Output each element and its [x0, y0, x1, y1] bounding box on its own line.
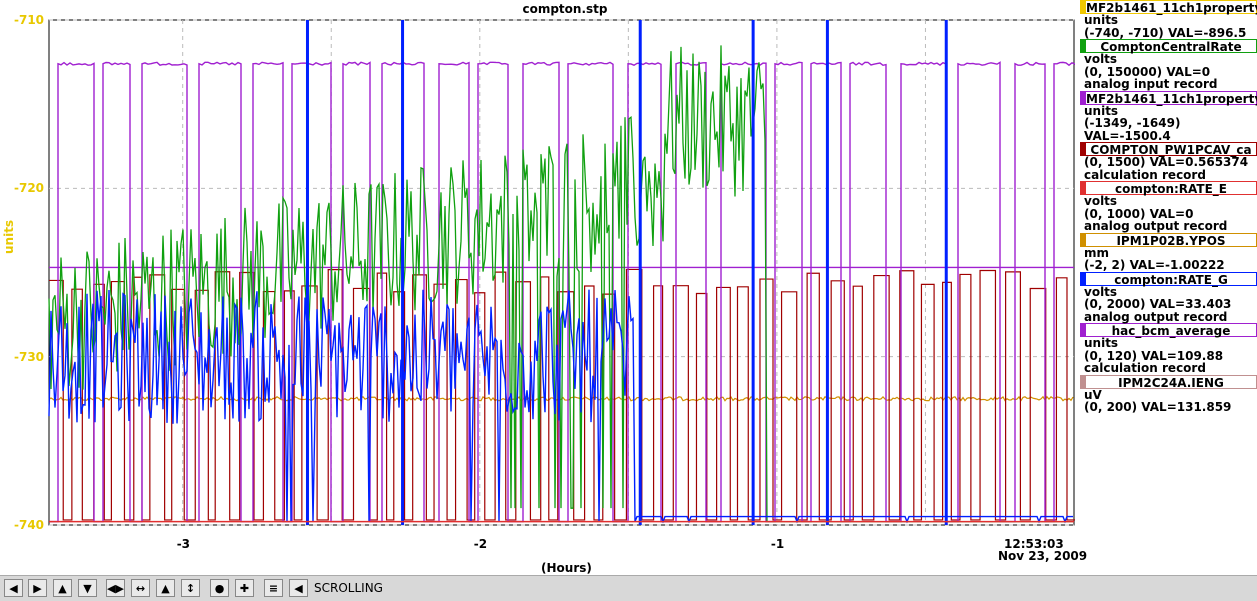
legend-detail: (-2, 2) VAL=-1.00222 — [1084, 258, 1225, 272]
legend-series-name[interactable]: IPM1P02B.YPOS — [1080, 232, 1257, 248]
legend-series-name[interactable]: IPM2C24A.IENG — [1080, 374, 1257, 390]
legend-detail: mm — [1084, 245, 1110, 260]
timestamp-date: Nov 23, 2009 — [998, 549, 1088, 563]
legend-series-name[interactable]: compton:RATE_E — [1080, 181, 1257, 196]
left-arrow-button[interactable]: ◀ — [4, 579, 23, 597]
legend-detail: uV — [1084, 387, 1102, 402]
legend-item[interactable]: ComptonCentralRate volts (0, 150000) VAL=0… — [1080, 39, 1257, 91]
x-tick-label: -3 — [176, 537, 191, 551]
chart-title: compton.stp — [522, 2, 608, 16]
traces — [48, 20, 1075, 525]
legend-detail: volts — [1084, 194, 1118, 208]
right-arrow-button[interactable]: ▶ — [28, 579, 47, 597]
legend-detail: analog output record — [1084, 219, 1228, 233]
legend-item[interactable]: compton:RATE_G volts (0, 2000) VAL=33.403 a… — [1080, 271, 1257, 324]
toolbar: ◀ ▶ ▲ ▼ ◀▶ ↔ ▲ ↕ ● ✚ ≡ ◀ SCROLLING — [0, 575, 1257, 601]
timestamp-time: 12:53:03 — [1004, 537, 1064, 551]
status-text: SCROLLING — [314, 581, 383, 595]
legend-detail: (0, 1000) VAL=0 — [1084, 206, 1194, 221]
zoom-fit-vertical-button[interactable]: ↕ — [181, 579, 200, 597]
legend-item[interactable]: IPM1P02B.YPOS mm (-2, 2) VAL=-1.00222 — [1080, 232, 1257, 272]
series-line-ipm1p02b-ypos — [48, 395, 1074, 402]
legend-item[interactable]: IPM2C24A.IENG uV (0, 200) VAL=131.859 — [1080, 374, 1257, 414]
legend-item[interactable]: hac_bcm_average units (0, 120) VAL=109.88 c… — [1080, 323, 1257, 375]
legend-series-name[interactable]: MF2b1461_11ch1property.E — [1080, 0, 1257, 15]
x-tick-label: -1 — [770, 537, 785, 551]
legend-series-name[interactable]: hac_bcm_average — [1080, 323, 1257, 338]
legend: MF2b1461_11ch1property.E units (-740, -710… — [1080, 0, 1257, 414]
legend-item[interactable]: compton:RATE_E volts (0, 1000) VAL=0 analog… — [1080, 181, 1257, 233]
y-tick-label: -710 — [14, 13, 45, 27]
legend-detail: analog output record — [1084, 309, 1228, 324]
legend-series-name[interactable]: compton:RATE_G — [1080, 271, 1257, 287]
crosshair-button[interactable]: ✚ — [235, 579, 254, 597]
zoom-vertical-button[interactable]: ▲ — [156, 579, 175, 597]
legend-detail: analog input record — [1084, 77, 1218, 91]
down-arrow-button[interactable]: ▼ — [78, 579, 97, 597]
legend-detail: (0, 2000) VAL=33.403 — [1084, 297, 1232, 311]
fit-button[interactable]: ≡ — [264, 579, 283, 597]
legend-detail: (0, 200) VAL=131.859 — [1084, 400, 1232, 414]
legend-detail: units — [1084, 13, 1119, 27]
legend-detail: volts — [1084, 284, 1118, 299]
zoom-horizontal-button[interactable]: ◀▶ — [106, 579, 125, 597]
up-arrow-button[interactable]: ▲ — [53, 579, 72, 597]
x-axis-label: (Hours) — [541, 561, 592, 575]
series-line-compton-rate-g — [48, 289, 1073, 524]
legend-detail: units — [1084, 336, 1119, 350]
x-tick-label: -2 — [473, 537, 488, 551]
legend-detail: (0, 120) VAL=109.88 — [1084, 348, 1224, 363]
legend-series-name[interactable]: MF2b1461_11ch1property.F — [1080, 90, 1257, 106]
legend-item[interactable]: COMPTON_PW1PCAV_ca (0, 1500) VAL=0.565374… — [1080, 142, 1257, 181]
legend-detail: calculation record — [1084, 361, 1206, 375]
zoom-fit-horizontal-button[interactable]: ↔ — [131, 579, 150, 597]
y-tick-label: -740 — [14, 518, 45, 532]
y-axis-label: units — [2, 219, 16, 254]
legend-detail: volts — [1084, 52, 1118, 66]
series-line-compton-pw1pcav-ca — [49, 268, 1075, 521]
legend-detail: calculation record — [1084, 167, 1206, 182]
y-tick-label: -720 — [14, 181, 45, 196]
scroll-back-button[interactable]: ◀ — [289, 579, 308, 597]
plot-area[interactable] — [0, 0, 1075, 575]
legend-detail: (-1349, -1649) VAL=-1500.4 — [1084, 116, 1181, 143]
legend-item[interactable]: MF2b1461_11ch1property.F units (-1349, -16… — [1080, 90, 1257, 143]
legend-detail: (-740, -710) VAL=-896.5 — [1084, 25, 1247, 40]
legend-detail: (0, 1500) VAL=0.565374 — [1084, 155, 1249, 169]
record-button[interactable]: ● — [210, 579, 229, 597]
legend-series-name[interactable]: COMPTON_PW1PCAV_ca — [1080, 142, 1257, 157]
y-tick-label: -730 — [14, 349, 45, 364]
legend-detail: (0, 150000) VAL=0 — [1084, 64, 1211, 79]
legend-detail: units — [1084, 103, 1119, 118]
legend-item[interactable]: MF2b1461_11ch1property.E units (-740, -710… — [1080, 0, 1257, 39]
legend-series-name[interactable]: ComptonCentralRate — [1080, 39, 1257, 54]
grid — [49, 19, 1074, 526]
